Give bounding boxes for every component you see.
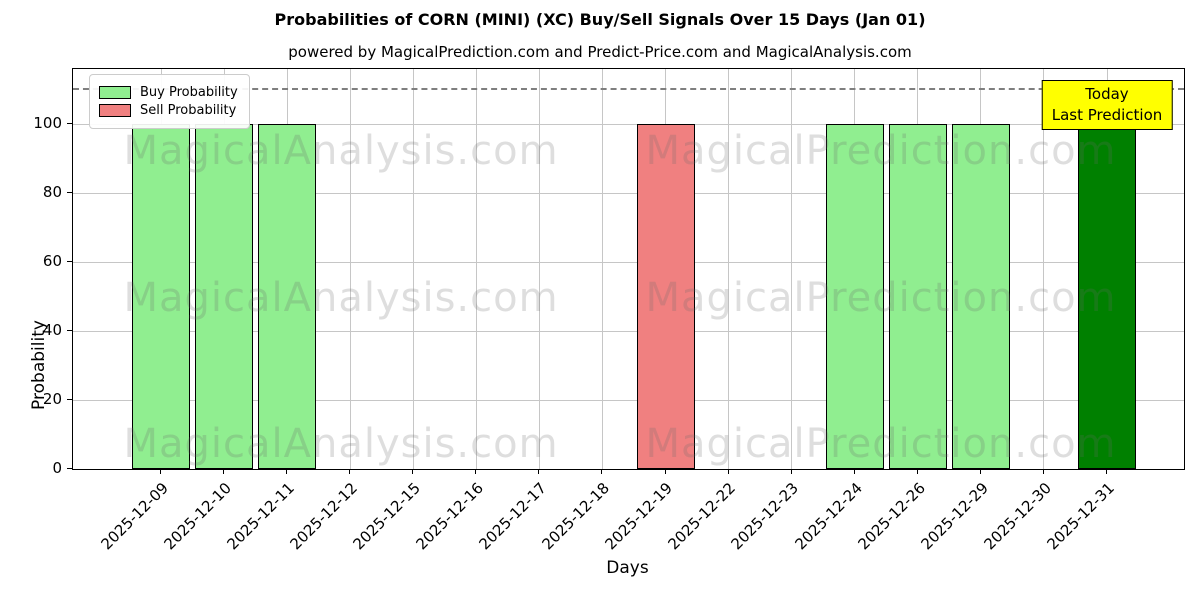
chart-legend: Buy Probability Sell Probability [89, 74, 250, 129]
x-tick-label: 2025-12-12 [286, 479, 361, 554]
chart-title: Probabilities of CORN (MINI) (XC) Buy/Se… [274, 10, 926, 29]
x-tick-mark [916, 469, 918, 474]
v-gridline [475, 69, 477, 469]
x-tick-mark [727, 469, 729, 474]
watermark-prediction: MagicalPrediction.com [645, 128, 1117, 174]
bar-buy-2025-12-29 [951, 124, 1010, 469]
today-last-prediction-label: Today Last Prediction [1041, 80, 1173, 130]
v-gridline [412, 69, 414, 469]
legend-label-buy: Buy Probability [140, 85, 238, 100]
x-tick-mark [160, 469, 161, 474]
dashed-threshold-line [73, 87, 1184, 90]
y-tick-mark [67, 330, 72, 332]
chart-subtitle: powered by MagicalPrediction.com and Pre… [288, 43, 912, 61]
today-label-line2: Last Prediction [1051, 106, 1163, 124]
v-gridline [791, 69, 793, 469]
x-tick-mark [286, 469, 288, 474]
x-tick-mark [475, 469, 477, 474]
v-gridline [728, 69, 730, 469]
x-tick-mark [223, 469, 225, 474]
plot-area: Probability Buy Probability Sell Probabi… [29, 68, 1185, 470]
bar-buy-2025-12-09 [132, 124, 190, 469]
bar-buy-2025-12-24 [825, 124, 884, 469]
bar-buy-2025-12-31 [1078, 124, 1136, 469]
buy-color-swatch [99, 86, 131, 99]
watermark-analysis: MagicalAnalysis.com [123, 421, 559, 467]
x-tick-label: 2025-12-31 [1043, 479, 1118, 554]
x-tick-label: 2025-12-24 [791, 479, 866, 554]
x-tick-mark [412, 469, 414, 474]
x-tick-label: 2025-12-30 [980, 479, 1055, 554]
watermark-prediction: MagicalPrediction.com [645, 421, 1117, 467]
h-gridline [73, 192, 1184, 194]
y-tick-mark [67, 468, 72, 469]
h-gridline [73, 399, 1184, 401]
bar-buy-2025-12-11 [258, 124, 317, 469]
x-tick-label: 2025-12-18 [538, 479, 614, 554]
sell-color-swatch [99, 104, 131, 117]
x-tick-label: 2025-12-09 [97, 479, 172, 554]
x-tick-mark [790, 469, 792, 474]
v-gridline [1043, 69, 1045, 469]
bar-sell-2025-12-19 [636, 124, 695, 469]
x-tick-mark [601, 469, 603, 474]
h-gridline [73, 261, 1184, 263]
h-gridline [73, 330, 1184, 332]
y-tick-label: 20 [42, 390, 62, 409]
x-tick-label: 2025-12-17 [475, 479, 551, 554]
y-tick-mark [67, 399, 72, 401]
y-tick-mark [67, 192, 72, 194]
v-gridline [538, 69, 540, 469]
x-tick-mark [1106, 469, 1107, 474]
legend-item-buy: Buy Probability [99, 85, 238, 100]
v-gridline [349, 69, 351, 469]
watermark-prediction: MagicalPrediction.com [645, 275, 1117, 321]
x-tick-label: 2025-12-29 [917, 479, 992, 554]
y-tick-label: 80 [42, 183, 62, 202]
legend-label-sell: Sell Probability [140, 103, 237, 118]
x-tick-mark [349, 469, 351, 474]
y-tick-label: 40 [42, 321, 62, 340]
y-tick-label: 0 [52, 459, 62, 477]
y-tick-label: 100 [33, 114, 62, 133]
x-tick-mark [979, 469, 981, 474]
x-tick-label: 2025-12-23 [728, 479, 803, 554]
h-gridline [73, 123, 1184, 125]
watermark-analysis: MagicalAnalysis.com [123, 128, 559, 174]
x-tick-label: 2025-12-15 [349, 479, 425, 554]
y-tick-mark [67, 261, 72, 263]
x-tick-mark [538, 469, 540, 474]
today-label-line1: Today [1085, 85, 1129, 103]
bar-buy-2025-12-26 [888, 124, 947, 469]
x-tick-mark [664, 469, 666, 474]
legend-item-sell: Sell Probability [99, 103, 238, 118]
x-tick-label: 2025-12-16 [412, 479, 488, 554]
x-tick-label: 2025-12-10 [160, 479, 235, 554]
x-axis-label: Days [606, 558, 649, 578]
y-tick-label: 60 [42, 252, 62, 271]
y-tick-mark [67, 123, 72, 125]
x-tick-label: 2025-12-11 [223, 479, 298, 554]
x-tick-mark [853, 469, 855, 474]
x-tick-mark [1042, 469, 1044, 474]
watermark-analysis: MagicalAnalysis.com [123, 275, 559, 321]
v-gridline [601, 69, 603, 469]
bar-buy-2025-12-10 [195, 124, 254, 469]
